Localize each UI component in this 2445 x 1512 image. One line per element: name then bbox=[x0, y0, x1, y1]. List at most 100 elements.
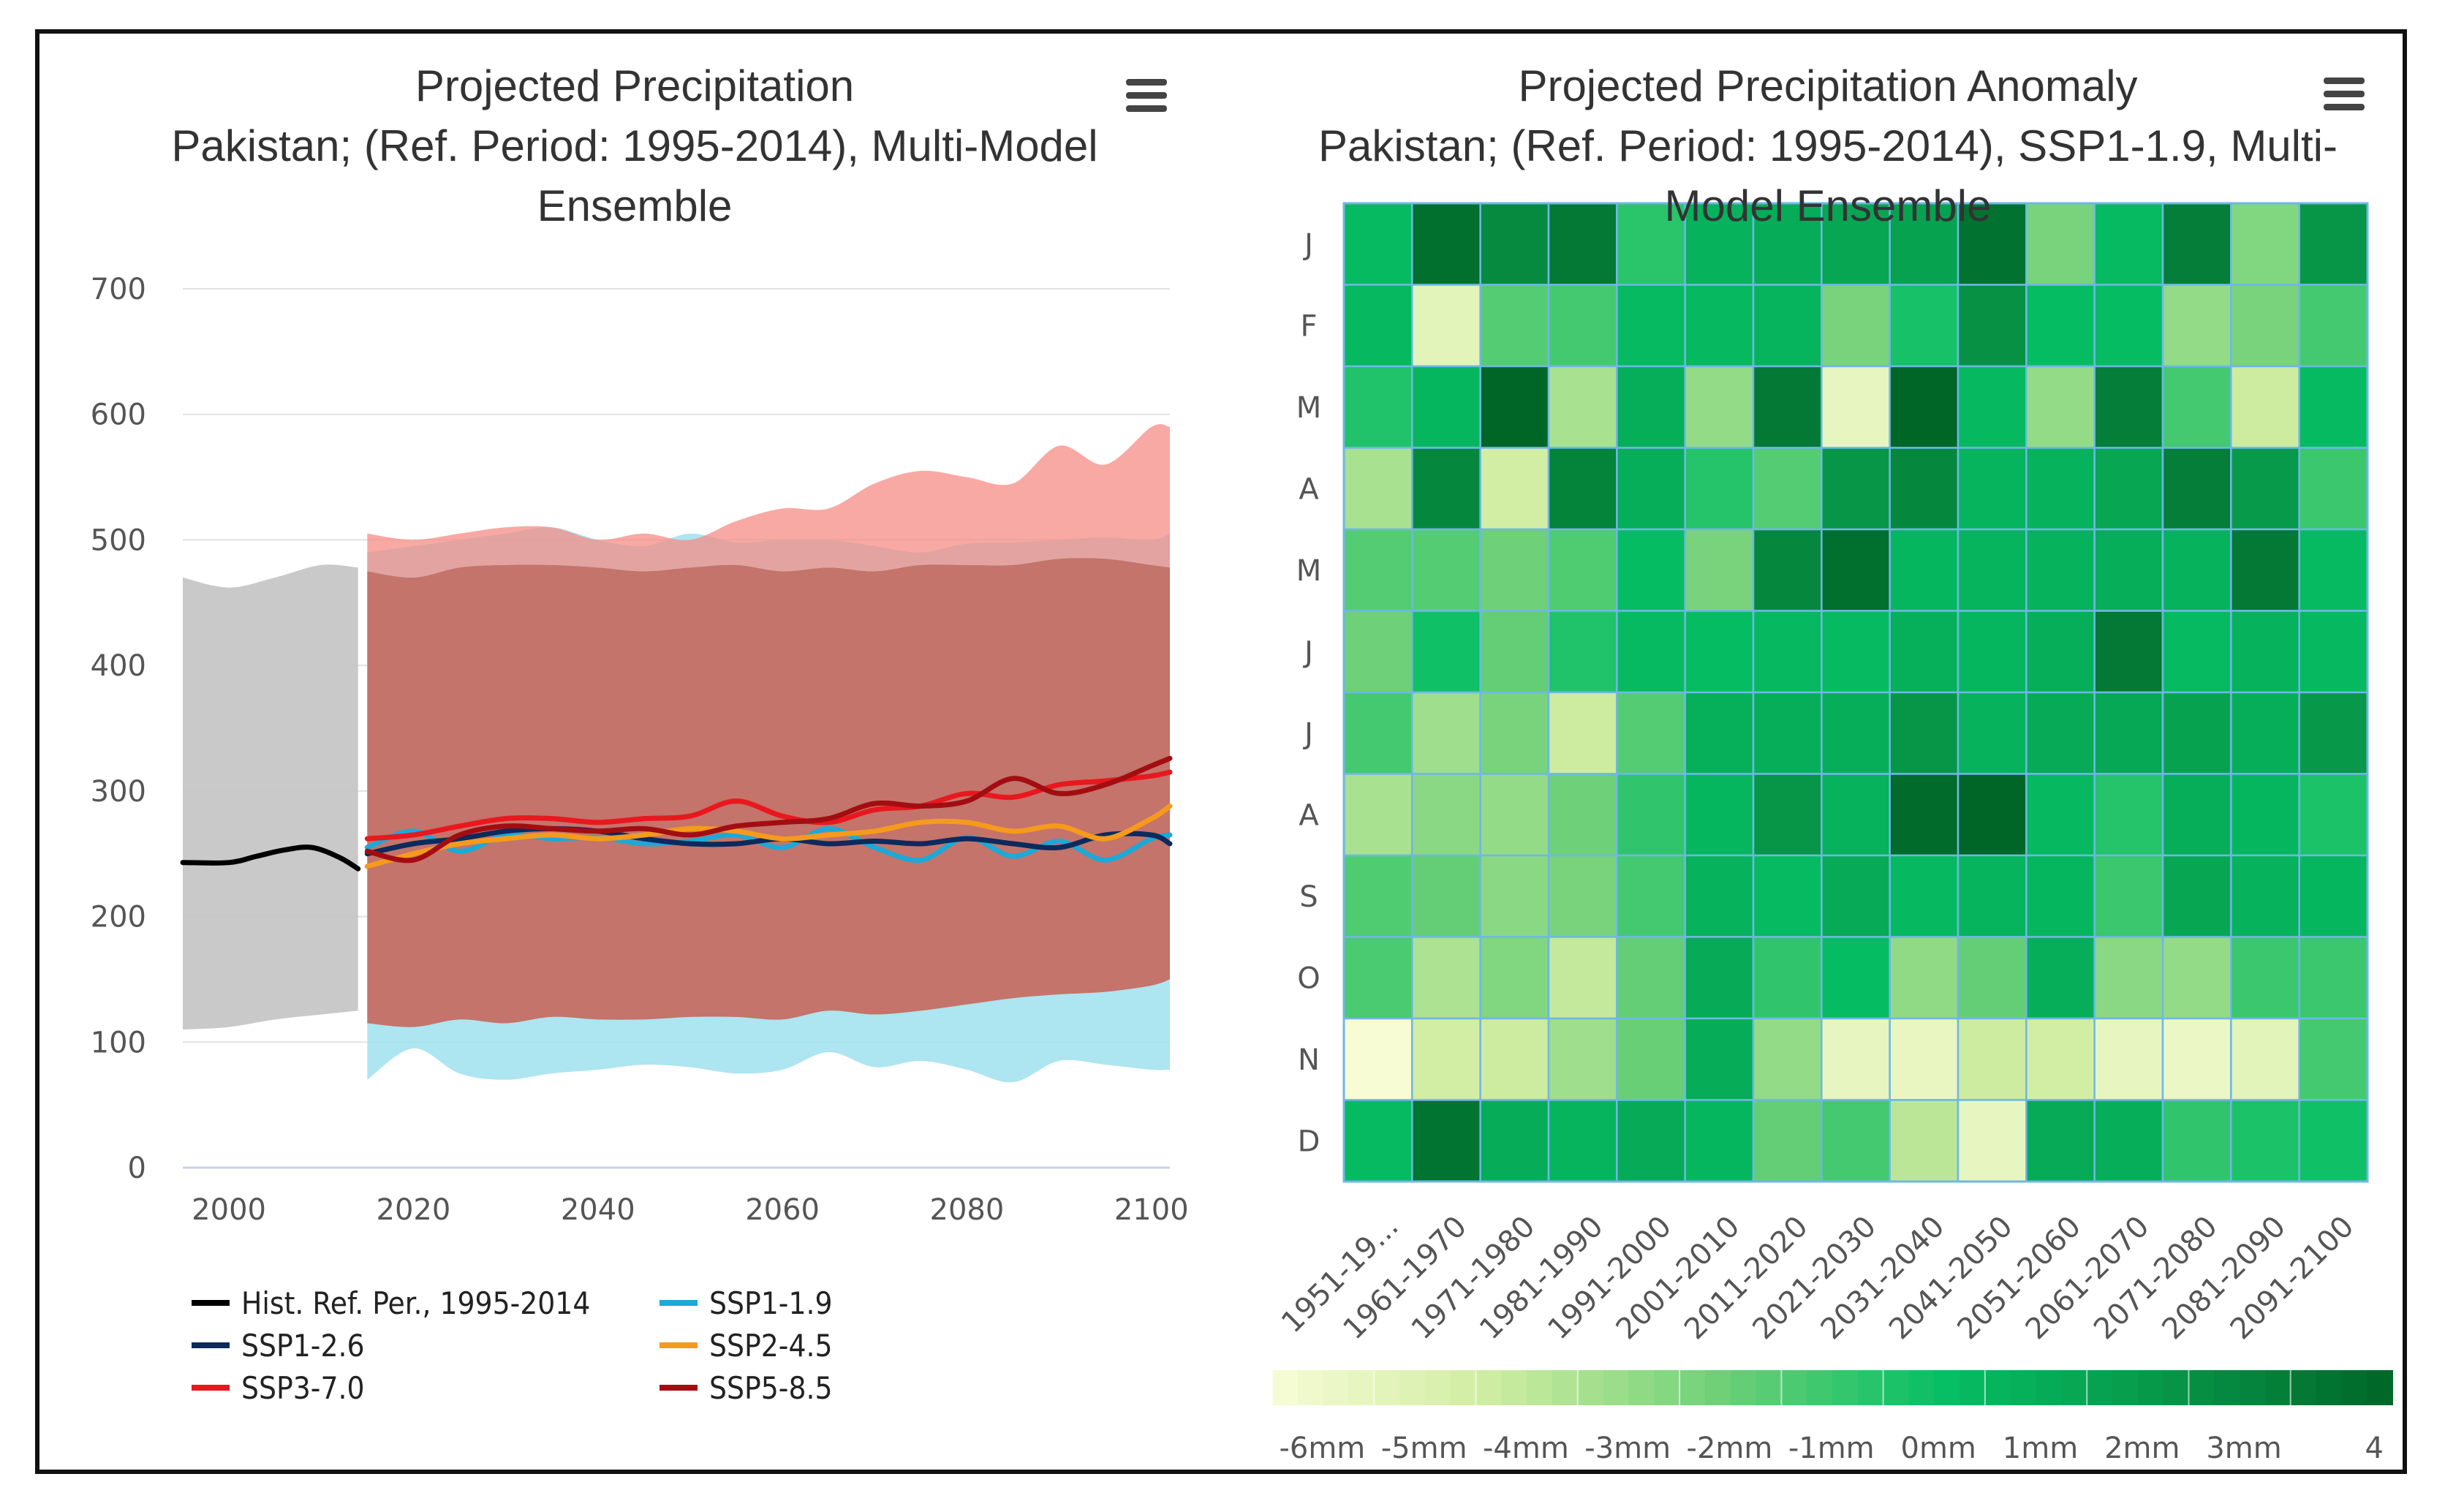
heatmap-cell[interactable] bbox=[1684, 773, 1755, 857]
heatmap-cell[interactable] bbox=[2230, 528, 2300, 612]
heatmap-cell[interactable] bbox=[1684, 1099, 1755, 1183]
heatmap-cell[interactable] bbox=[1752, 773, 1823, 857]
heatmap-cell[interactable] bbox=[1342, 1017, 1413, 1101]
heatmap-cell[interactable] bbox=[1957, 365, 2028, 449]
heatmap-cell[interactable] bbox=[1411, 202, 1481, 286]
heatmap-cell[interactable] bbox=[1821, 365, 1891, 449]
heatmap-cell[interactable] bbox=[2161, 773, 2232, 857]
heatmap-cell[interactable] bbox=[2298, 447, 2369, 531]
heatmap-cell[interactable] bbox=[1411, 365, 1481, 449]
heatmap-cell[interactable] bbox=[1684, 528, 1755, 612]
heatmap-cell[interactable] bbox=[1547, 610, 1618, 694]
heatmap-cell[interactable] bbox=[2093, 691, 2164, 775]
heatmap-cell[interactable] bbox=[2161, 691, 2232, 775]
heatmap-cell[interactable] bbox=[1889, 854, 1960, 938]
heatmap-cell[interactable] bbox=[2298, 528, 2369, 612]
heatmap-cell[interactable] bbox=[2298, 691, 2369, 775]
heatmap-cell[interactable] bbox=[2161, 854, 2232, 938]
heatmap-cell[interactable] bbox=[1342, 1099, 1413, 1183]
series-line[interactable] bbox=[364, 825, 1173, 863]
heatmap-cell[interactable] bbox=[2298, 202, 2369, 286]
heatmap-cell[interactable] bbox=[1479, 447, 1550, 531]
heatmap-cell[interactable] bbox=[1889, 1017, 1960, 1101]
heatmap-cell[interactable] bbox=[1889, 1099, 1960, 1183]
heatmap-cell[interactable] bbox=[1889, 365, 1960, 449]
heatmap-cell[interactable] bbox=[2161, 284, 2232, 368]
heatmap-cell[interactable] bbox=[1616, 365, 1686, 449]
heatmap-cell[interactable] bbox=[2230, 1099, 2300, 1183]
heatmap-cell[interactable] bbox=[2093, 854, 2164, 938]
heatmap-cell[interactable] bbox=[2025, 284, 2096, 368]
heatmap-cell[interactable] bbox=[1821, 691, 1891, 775]
legend-item[interactable]: SSP3-7.0 bbox=[192, 1370, 365, 1406]
heatmap-cell[interactable] bbox=[1411, 691, 1481, 775]
heatmap-cell[interactable] bbox=[1616, 773, 1686, 857]
heatmap-cell[interactable] bbox=[1616, 691, 1686, 775]
heatmap-cell[interactable] bbox=[1752, 610, 1823, 694]
heatmap-cell[interactable] bbox=[1821, 1017, 1891, 1101]
heatmap-cell[interactable] bbox=[2025, 691, 2096, 775]
heatmap-cell[interactable] bbox=[2298, 1017, 2369, 1101]
heatmap-cell[interactable] bbox=[1889, 691, 1960, 775]
heatmap-cell[interactable] bbox=[1684, 447, 1755, 531]
heatmap-cell[interactable] bbox=[2298, 610, 2369, 694]
heatmap-cell[interactable] bbox=[2230, 202, 2300, 286]
heatmap-cell[interactable] bbox=[1479, 365, 1550, 449]
heatmap-cell[interactable] bbox=[1411, 854, 1481, 938]
heatmap-cell[interactable] bbox=[2025, 528, 2096, 612]
heatmap-cell[interactable] bbox=[1547, 447, 1618, 531]
heatmap-cell[interactable] bbox=[1479, 854, 1550, 938]
heatmap-cell[interactable] bbox=[2161, 447, 2232, 531]
heatmap-cell[interactable] bbox=[1752, 1017, 1823, 1101]
heatmap-cell[interactable] bbox=[1957, 1099, 2028, 1183]
heatmap-cell[interactable] bbox=[2025, 1017, 2096, 1101]
heatmap-cell[interactable] bbox=[1616, 202, 1686, 286]
heatmap-cell[interactable] bbox=[1342, 284, 1413, 368]
heatmap-cell[interactable] bbox=[1411, 1017, 1481, 1101]
heatmap-cell[interactable] bbox=[1479, 936, 1550, 1020]
heatmap-cell[interactable] bbox=[1684, 1017, 1755, 1101]
heatmap-cell[interactable] bbox=[1616, 447, 1686, 531]
series-line[interactable] bbox=[364, 755, 1173, 863]
heatmap-cell[interactable] bbox=[1957, 691, 2028, 775]
legend-item[interactable]: Hist. Ref. Per., 1995-2014 bbox=[192, 1285, 590, 1321]
heatmap-cell[interactable] bbox=[2298, 284, 2369, 368]
heatmap-cell[interactable] bbox=[2230, 854, 2300, 938]
legend-item[interactable]: SSP5-8.5 bbox=[660, 1370, 833, 1406]
heatmap-cell[interactable] bbox=[1479, 610, 1550, 694]
heatmap-cell[interactable] bbox=[1616, 284, 1686, 368]
heatmap-cell[interactable] bbox=[1616, 1017, 1686, 1101]
heatmap-cell[interactable] bbox=[1342, 365, 1413, 449]
heatmap-cell[interactable] bbox=[2093, 773, 2164, 857]
heatmap-cell[interactable] bbox=[1957, 1017, 2028, 1101]
heatmap-cell[interactable] bbox=[2230, 773, 2300, 857]
heatmap-cell[interactable] bbox=[1411, 936, 1481, 1020]
heatmap-cell[interactable] bbox=[1821, 447, 1891, 531]
heatmap-cell[interactable] bbox=[2230, 447, 2300, 531]
heatmap-cell[interactable] bbox=[1821, 610, 1891, 694]
heatmap-cell[interactable] bbox=[1547, 284, 1618, 368]
heatmap-cell[interactable] bbox=[2093, 528, 2164, 612]
heatmap-cell[interactable] bbox=[1821, 528, 1891, 612]
heatmap-cell[interactable] bbox=[1547, 773, 1618, 857]
heatmap-cell[interactable] bbox=[2093, 936, 2164, 1020]
heatmap-cell[interactable] bbox=[2093, 447, 2164, 531]
heatmap-cell[interactable] bbox=[1411, 773, 1481, 857]
heatmap-cell[interactable] bbox=[1479, 691, 1550, 775]
heatmap-cell[interactable] bbox=[2025, 936, 2096, 1020]
heatmap-cell[interactable] bbox=[1684, 610, 1755, 694]
heatmap-cell[interactable] bbox=[2161, 1099, 2232, 1183]
heatmap-cell[interactable] bbox=[1821, 854, 1891, 938]
heatmap-cell[interactable] bbox=[2230, 365, 2300, 449]
heatmap-cell[interactable] bbox=[1342, 610, 1413, 694]
heatmap-cell[interactable] bbox=[1411, 447, 1481, 531]
heatmap-cell[interactable] bbox=[1752, 936, 1823, 1020]
heatmap-cell[interactable] bbox=[1342, 447, 1413, 531]
heatmap-cell[interactable] bbox=[2298, 1099, 2369, 1183]
heatmap-cell[interactable] bbox=[2093, 365, 2164, 449]
heatmap-cell[interactable] bbox=[2025, 202, 2096, 286]
heatmap-cell[interactable] bbox=[1616, 1099, 1686, 1183]
heatmap-cell[interactable] bbox=[2230, 691, 2300, 775]
heatmap-cell[interactable] bbox=[2161, 365, 2232, 449]
heatmap-cell[interactable] bbox=[1889, 773, 1960, 857]
